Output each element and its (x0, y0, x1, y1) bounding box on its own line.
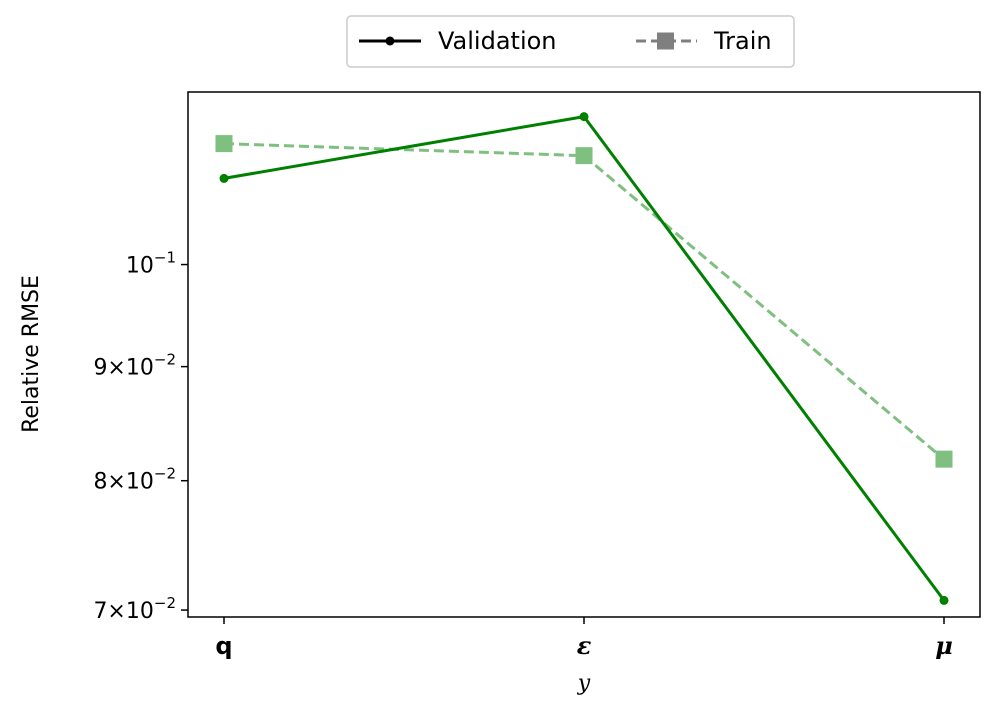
data-point-validation (219, 173, 229, 183)
plot-area (187, 91, 981, 618)
data-point-validation (579, 112, 589, 122)
data-point-validation (939, 595, 949, 605)
data-point-train (575, 147, 593, 165)
legend-label-train: Train (713, 27, 772, 55)
series-layer (215, 112, 953, 605)
x-tick-label: μ (935, 631, 953, 660)
y-tick-label: 9×10−2 (93, 351, 176, 381)
x-tick-label: q (215, 632, 232, 660)
legend-marker-train (657, 32, 674, 50)
y-axis-ticks: 7×10−2 8×10−2 9×10−2 10−1 (93, 249, 188, 624)
legend-box (346, 15, 795, 68)
x-axis-label: y (577, 671, 591, 696)
y-tick-label: 7×10−2 (93, 594, 176, 624)
legend-marker-validation (385, 36, 395, 46)
x-tick-label: ε (577, 631, 592, 660)
legend-label-validation: Validation (438, 27, 557, 55)
data-point-train (935, 450, 953, 468)
y-axis-label: Relative RMSE (19, 275, 44, 433)
legend: Validation Train (346, 15, 795, 68)
y-tick-label: 10−1 (126, 249, 176, 279)
y-tick-label: 8×10−2 (93, 465, 176, 495)
data-point-train (215, 135, 233, 153)
